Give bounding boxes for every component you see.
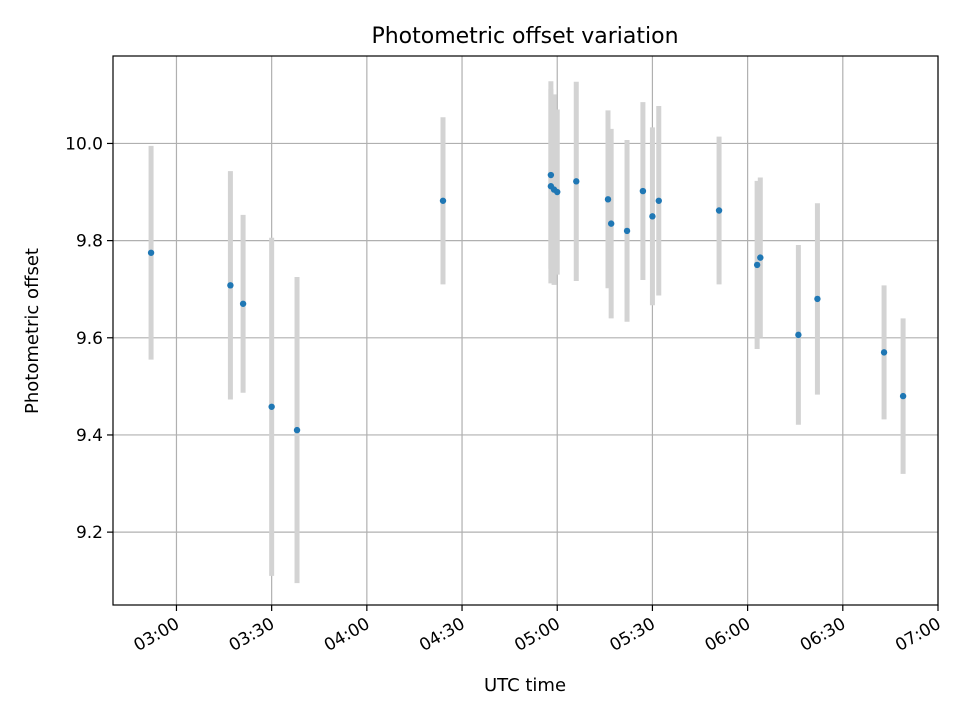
data-point — [753, 261, 761, 269]
data-point — [573, 178, 580, 185]
y-tick-label: 9.6 — [76, 329, 103, 349]
data-point — [227, 282, 234, 289]
y-axis-label: Photometric offset — [22, 248, 43, 414]
data-point — [439, 197, 447, 204]
data-point — [649, 213, 656, 220]
data-point — [639, 187, 647, 195]
y-tick-label: 9.4 — [76, 426, 103, 446]
data-point — [147, 249, 155, 256]
data-point — [268, 403, 275, 410]
y-axis-ticks: 9.2 9.4 9.6 9.8 10.0 — [65, 134, 113, 543]
data-point — [239, 300, 247, 307]
y-tick-label: 9.2 — [76, 523, 103, 543]
data-point — [814, 295, 821, 303]
chart-title: Photometric offset variation — [371, 24, 678, 49]
data-point — [715, 207, 723, 214]
data-point — [795, 331, 802, 339]
data-point — [899, 392, 907, 400]
data-point — [293, 426, 301, 434]
data-point — [757, 254, 764, 261]
y-tick-label: 10.0 — [65, 134, 103, 154]
data-point — [547, 171, 555, 179]
data-point — [623, 227, 631, 235]
data-point — [604, 196, 612, 203]
plot-frame — [112, 55, 939, 606]
data-points — [147, 171, 907, 434]
data-point — [607, 220, 615, 227]
data-point — [554, 188, 561, 196]
data-point — [880, 349, 888, 356]
x-axis-label: UTC time — [484, 675, 566, 696]
data-point — [655, 197, 662, 204]
y-tick-label: 9.8 — [76, 232, 103, 252]
